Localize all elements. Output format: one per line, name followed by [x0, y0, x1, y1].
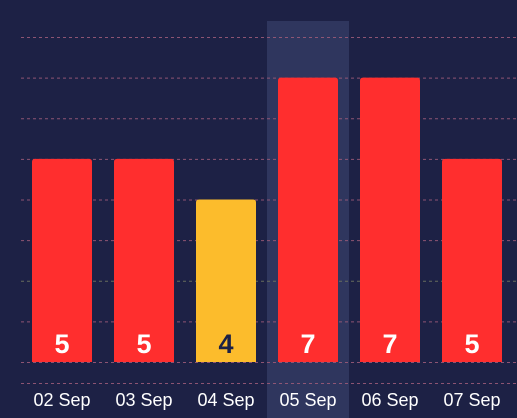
bar[interactable]: [114, 158, 174, 362]
bar[interactable]: [360, 77, 420, 362]
bar[interactable]: [278, 77, 338, 362]
category-label: 06 Sep: [361, 390, 418, 410]
value-label: 5: [136, 329, 151, 359]
value-label: 7: [382, 329, 397, 359]
bar[interactable]: [196, 199, 256, 363]
category-label: 02 Sep: [33, 390, 90, 410]
value-label: 7: [300, 329, 315, 359]
category-label: 03 Sep: [115, 390, 172, 410]
category-label: 04 Sep: [197, 390, 254, 410]
category-label: 07 Sep: [443, 390, 500, 410]
category-label: 05 Sep: [279, 390, 336, 410]
bar[interactable]: [32, 158, 92, 362]
category-labels: 02 Sep 03 Sep 04 Sep 05 Sep 06 Sep 07 Sep: [33, 390, 500, 410]
value-label: 5: [464, 329, 479, 359]
bar[interactable]: [442, 158, 502, 362]
value-label: 4: [218, 329, 233, 359]
gridlines: [21, 37, 517, 384]
bars: [32, 77, 502, 363]
value-label: 5: [54, 329, 69, 359]
value-labels: 5 5 4 7 7 5: [54, 329, 479, 359]
